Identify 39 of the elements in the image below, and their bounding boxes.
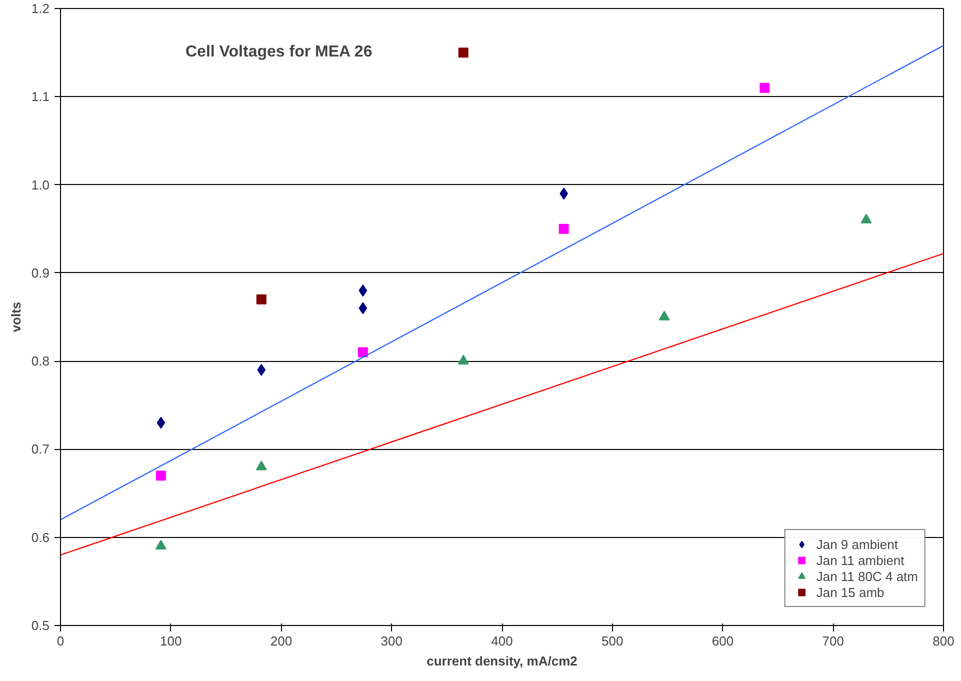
- x-tick-label: 800: [932, 634, 954, 648]
- legend-label: Jan 11 80C 4 atm: [816, 568, 918, 584]
- text: Cell Voltages for MEA 26: [186, 44, 372, 60]
- point: [256, 294, 266, 304]
- y-tick-label: 0.7: [31, 442, 50, 457]
- point: [257, 364, 266, 376]
- point: [256, 460, 267, 470]
- point: [558, 224, 569, 234]
- point: [156, 470, 166, 481]
- y-tick-label: 1.2: [31, 1, 50, 16]
- point: [860, 214, 872, 224]
- y-tick-label: 0.5: [31, 618, 50, 633]
- y-tick-label: 1.1: [31, 89, 50, 104]
- x-tick-label: 500: [602, 634, 624, 648]
- point: [358, 302, 368, 314]
- point: [358, 284, 368, 297]
- legend-label: Jan 11 ambient: [816, 552, 904, 568]
- point: [358, 347, 368, 358]
- point: [458, 354, 469, 364]
- y-axis-title: volts: [8, 302, 24, 332]
- x-tick-label: 100: [160, 634, 182, 648]
- x-tick-label: 200: [270, 634, 292, 648]
- x-tick-label: 600: [712, 634, 734, 648]
- x-tick-label: 700: [822, 634, 844, 648]
- legend-label: Jan 9 ambient: [816, 536, 898, 552]
- y-tick-label: 0.8: [31, 354, 50, 369]
- x-tick-label: 300: [380, 634, 402, 648]
- point: [458, 48, 468, 58]
- point: [155, 540, 166, 550]
- point: [658, 310, 670, 320]
- y-tick-label: 0.9: [31, 265, 50, 280]
- legend-label: Jan 15 amb: [816, 584, 884, 600]
- x-axis-title: current density, mA/cm2: [426, 654, 578, 668]
- point: [156, 416, 166, 429]
- x-tick-label: 400: [491, 634, 513, 648]
- x-tick-label: 0: [56, 634, 64, 648]
- point: [760, 82, 770, 93]
- y-tick-label: 1.0: [31, 177, 50, 192]
- y-tick-label: 0.6: [31, 530, 50, 545]
